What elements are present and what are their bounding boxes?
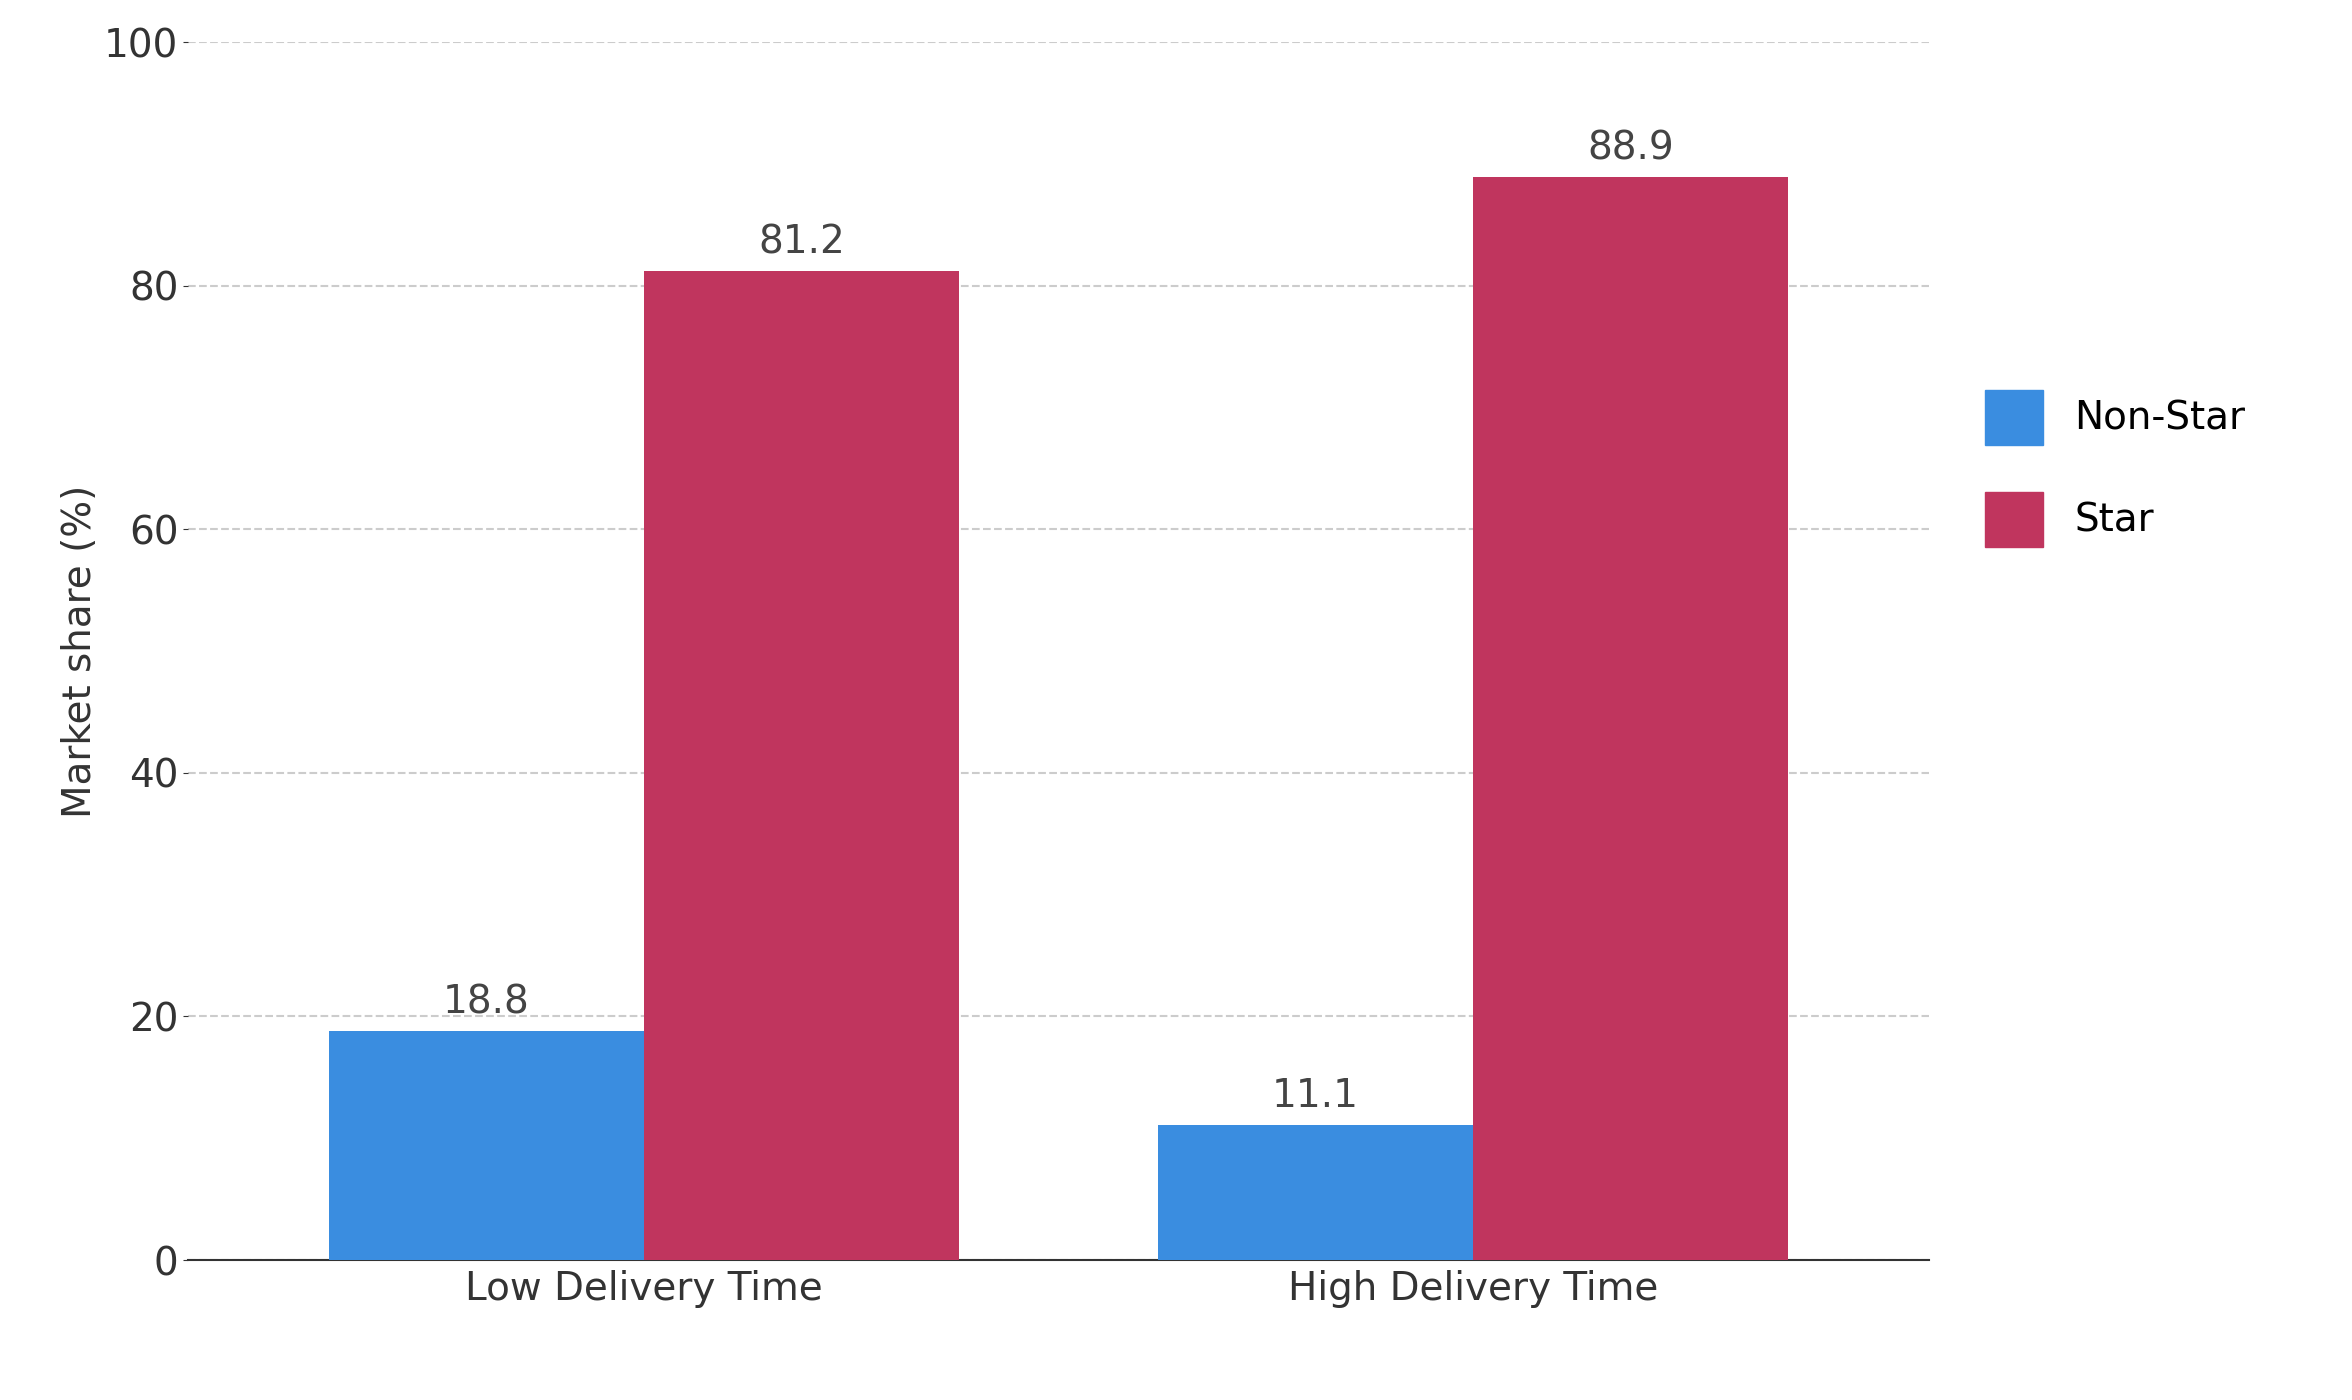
Y-axis label: Market share (%): Market share (%): [61, 484, 99, 818]
Legend: Non-Star, Star: Non-Star, Star: [1966, 371, 2265, 566]
Bar: [1157, 1124, 1472, 1260]
Bar: [644, 272, 960, 1260]
Bar: [329, 1030, 644, 1260]
Text: 81.2: 81.2: [757, 223, 844, 262]
Text: 88.9: 88.9: [1588, 129, 1675, 168]
Bar: [1472, 178, 1788, 1260]
Text: 11.1: 11.1: [1272, 1077, 1359, 1114]
Text: 18.8: 18.8: [442, 983, 529, 1021]
